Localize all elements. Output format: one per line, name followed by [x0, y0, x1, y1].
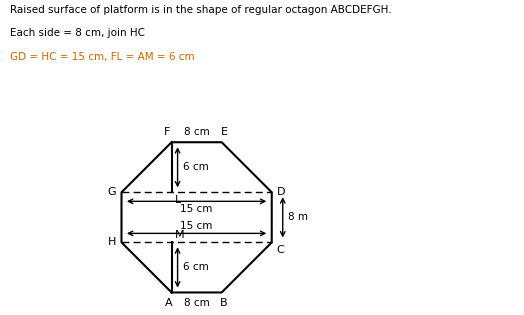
- Text: F: F: [163, 127, 170, 137]
- Text: 8 m: 8 m: [288, 212, 308, 222]
- Text: 6 cm: 6 cm: [182, 262, 209, 272]
- Text: H: H: [108, 238, 116, 247]
- Text: L: L: [175, 195, 181, 205]
- Text: Each side = 8 cm, join HC: Each side = 8 cm, join HC: [10, 28, 146, 38]
- Text: E: E: [221, 127, 227, 137]
- Text: 15 cm: 15 cm: [180, 221, 213, 231]
- Text: B: B: [221, 299, 228, 308]
- Text: 15 cm: 15 cm: [180, 204, 213, 214]
- Text: A: A: [165, 299, 173, 308]
- Text: Raised surface of platform is in the shape of regular octagon ABCDEFGH.: Raised surface of platform is in the sha…: [10, 5, 392, 15]
- Text: 8 cm: 8 cm: [184, 127, 210, 137]
- Text: G: G: [108, 187, 116, 197]
- Text: M: M: [175, 230, 184, 240]
- Text: 6 cm: 6 cm: [182, 162, 209, 172]
- Text: GD = HC = 15 cm, FL = AM = 6 cm: GD = HC = 15 cm, FL = AM = 6 cm: [10, 52, 195, 62]
- Text: D: D: [277, 187, 285, 197]
- Text: C: C: [277, 245, 285, 255]
- Text: 8 cm: 8 cm: [184, 299, 210, 308]
